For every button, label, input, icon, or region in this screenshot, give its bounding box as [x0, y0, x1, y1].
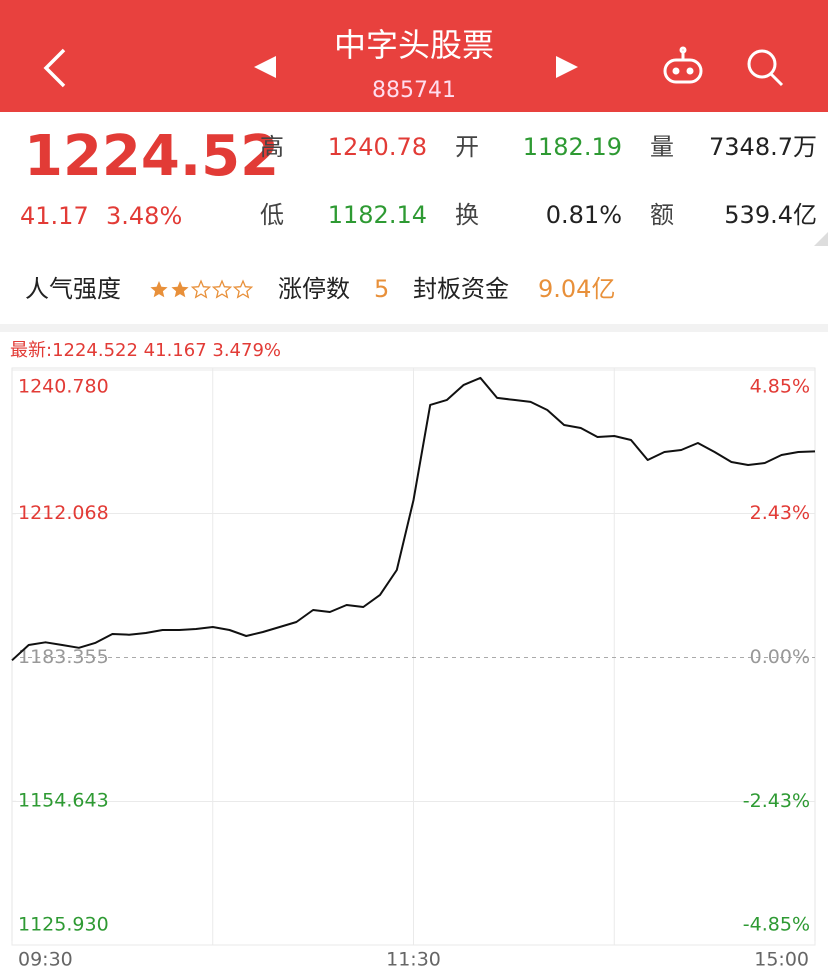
y-tick-label: 1125.930: [18, 914, 109, 936]
y2-tick-label: 0.00%: [750, 646, 810, 668]
separator: [0, 324, 828, 332]
limit-up-label: 涨停数: [278, 275, 350, 303]
field-value: 1182.19: [523, 133, 622, 161]
star: [150, 281, 168, 298]
star: [190, 279, 212, 299]
x-tick-label: 15:00: [754, 949, 809, 971]
header-bar: [0, 0, 828, 112]
change: 41.17: [20, 202, 89, 230]
y-tick-label: 1240.780: [18, 376, 109, 398]
field-label: 量: [650, 133, 674, 161]
field-value: 539.4亿: [724, 201, 817, 229]
y2-tick-label: -4.85%: [743, 914, 810, 936]
price-line: [11, 376, 816, 662]
star: [211, 279, 233, 299]
field-label: 高: [260, 133, 284, 161]
back-button[interactable]: [43, 48, 66, 88]
y2-tick-label: 2.43%: [750, 502, 810, 524]
prev-button[interactable]: [254, 56, 276, 78]
field-value: 1182.14: [328, 201, 427, 229]
fund-value: 9.04亿: [538, 275, 615, 303]
y2-tick-label: -2.43%: [743, 790, 810, 812]
field-label: 换: [455, 201, 479, 229]
header-code: 885741: [372, 78, 456, 103]
y-tick-label: 1183.355: [18, 646, 109, 668]
field-value: 0.81%: [546, 201, 622, 229]
price: 1224.52: [24, 124, 279, 189]
latest-info: 最新:1224.522 41.167 3.479%: [10, 340, 281, 361]
field-label: 低: [260, 201, 284, 229]
field-label: 开: [455, 133, 479, 161]
search-icon[interactable]: [747, 49, 784, 87]
header-title: 中字头股票: [334, 26, 494, 64]
robot-icon[interactable]: [663, 46, 703, 84]
change-pct: 3.48%: [106, 202, 182, 230]
y-tick-label: 1212.068: [18, 502, 109, 524]
field-label: 额: [650, 201, 674, 229]
star: [171, 281, 189, 298]
field-value: 1240.78: [328, 133, 427, 161]
x-tick-label: 11:30: [386, 949, 441, 971]
field-value: 7348.7万: [709, 133, 817, 161]
star: [232, 279, 254, 299]
x-tick-label: 09:30: [18, 949, 73, 971]
y2-tick-label: 4.85%: [750, 376, 810, 398]
fund-label: 封板资金: [413, 275, 509, 303]
y-tick-label: 1154.643: [18, 790, 109, 812]
limit-up-value: 5: [374, 275, 389, 303]
corner-mark: [814, 232, 828, 246]
popularity-label: 人气强度: [25, 275, 121, 303]
next-button[interactable]: [556, 56, 578, 78]
